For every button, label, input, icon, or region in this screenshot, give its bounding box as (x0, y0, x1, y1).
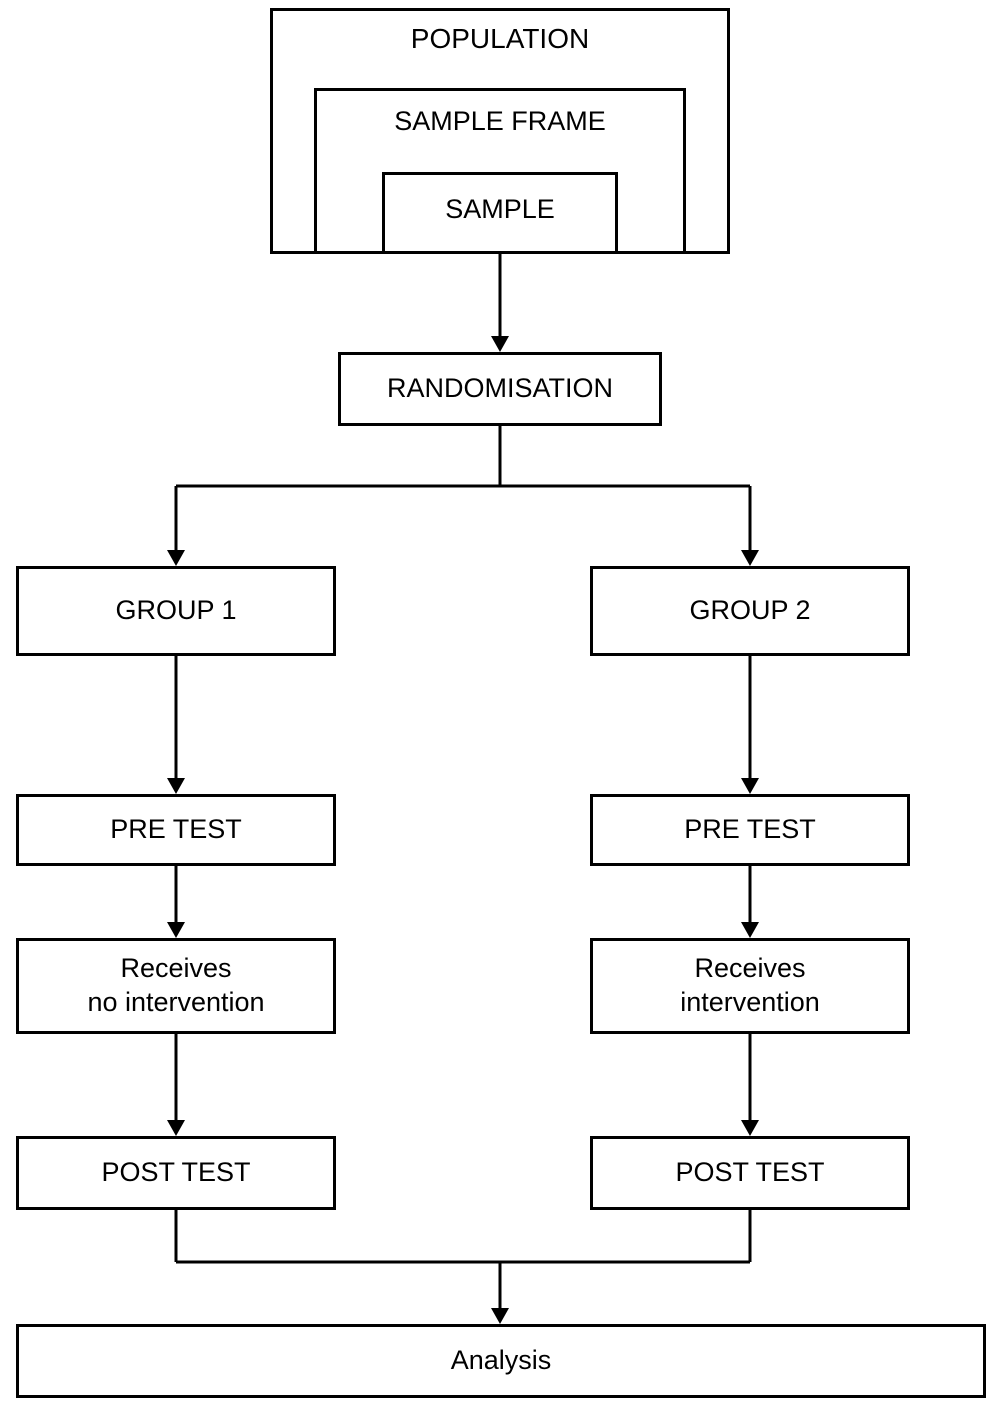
label-posttest1: POST TEST (101, 1156, 250, 1190)
label-sample-frame: SAMPLE FRAME (394, 105, 606, 139)
label-pretest2: PRE TEST (684, 813, 816, 847)
label-group1: GROUP 1 (115, 594, 236, 628)
node-group1: GROUP 1 (16, 566, 336, 656)
label-intervention: Receives intervention (680, 952, 820, 1020)
node-randomisation: RANDOMISATION (338, 352, 662, 426)
node-posttest2: POST TEST (590, 1136, 910, 1210)
node-sample: SAMPLE (382, 172, 618, 254)
node-pretest2: PRE TEST (590, 794, 910, 866)
label-analysis: Analysis (451, 1344, 552, 1378)
label-group2: GROUP 2 (689, 594, 810, 628)
label-no-intervention: Receives no intervention (87, 952, 264, 1020)
node-intervention: Receives intervention (590, 938, 910, 1034)
label-sample: SAMPLE (445, 193, 555, 227)
node-group2: GROUP 2 (590, 566, 910, 656)
label-randomisation: RANDOMISATION (387, 372, 613, 406)
label-pretest1: PRE TEST (110, 813, 242, 847)
flowchart-canvas: POPULATION SAMPLE FRAME SAMPLE RANDOMISA… (0, 0, 1000, 1413)
node-posttest1: POST TEST (16, 1136, 336, 1210)
node-no-intervention: Receives no intervention (16, 938, 336, 1034)
label-population: POPULATION (411, 21, 589, 56)
label-posttest2: POST TEST (675, 1156, 824, 1190)
node-analysis: Analysis (16, 1324, 986, 1398)
node-pretest1: PRE TEST (16, 794, 336, 866)
